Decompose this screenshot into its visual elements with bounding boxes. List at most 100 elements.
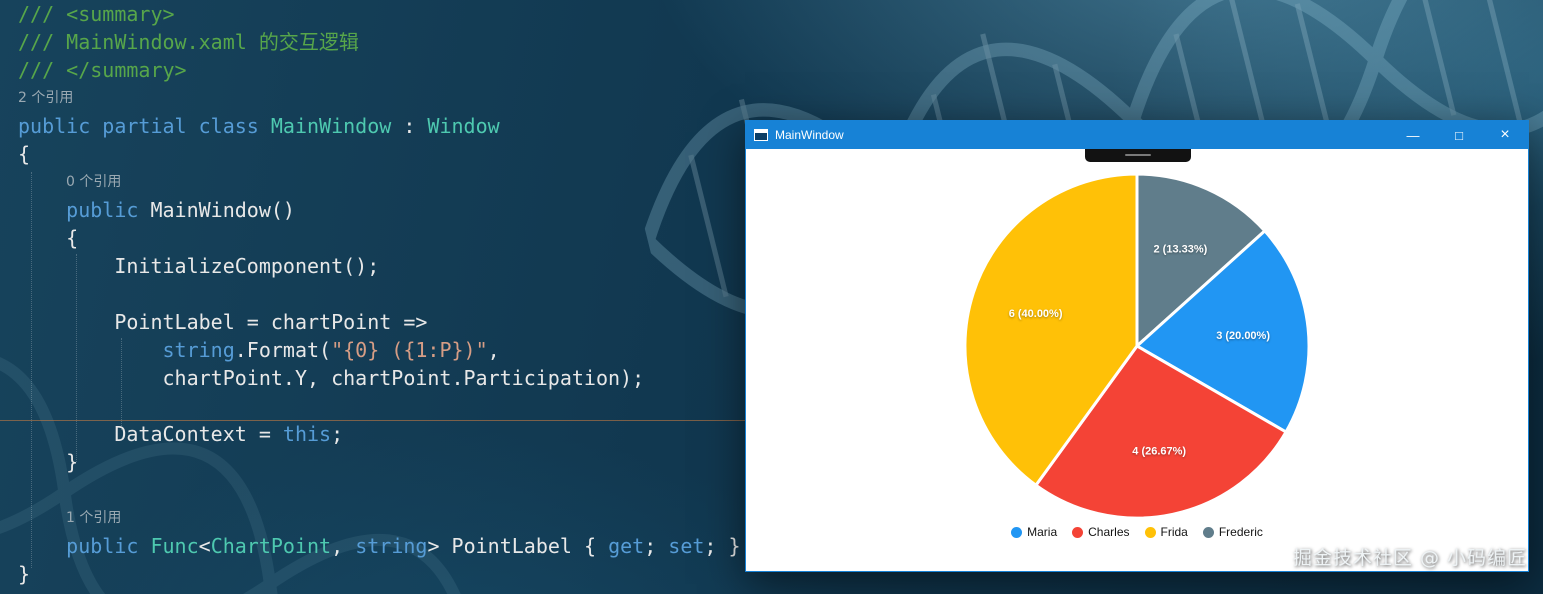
code-token: 2 个引用 — [18, 90, 74, 106]
code-line[interactable]: chartPoint.Y, chartPoint.Participation); — [0, 364, 760, 392]
code-line[interactable]: { — [0, 224, 760, 252]
code-line[interactable]: PointLabel = chartPoint => — [0, 308, 760, 336]
code-token: DataContext = — [18, 422, 283, 446]
code-line[interactable]: public Func<ChartPoint, string> PointLab… — [0, 532, 760, 560]
code-token: string — [355, 534, 428, 558]
pie-slice-label-frederic: 2 (13.33%) — [1153, 244, 1207, 256]
legend-item-charles[interactable]: Charles — [1072, 525, 1130, 539]
code-token: { — [18, 142, 31, 166]
code-line[interactable]: } — [0, 448, 760, 476]
code-editor[interactable]: /// <summary> /// MainWindow.xaml 的交互逻辑 //… — [0, 0, 760, 588]
code-line[interactable]: public MainWindow() — [0, 196, 760, 224]
pie-slice-frida[interactable] — [963, 172, 1139, 487]
code-token: set — [668, 534, 705, 558]
code-token: MainWindow() — [150, 198, 295, 222]
legend-dot — [1072, 526, 1084, 538]
code-token: < — [198, 534, 211, 558]
watermark-text: 掘金技术社区 @ 小码编匠 — [1292, 547, 1527, 569]
code-token — [18, 534, 66, 558]
code-token: Window — [427, 114, 500, 138]
legend-label: Frederic — [1218, 525, 1263, 539]
mainwindow-window: MainWindow — □ × 2 (13.33%) 3 (20.00%) 4 (… — [745, 120, 1529, 572]
pie-chart: 2 (13.33%) 3 (20.00%) 4 (26.67%) 6 (40.00%) — [963, 172, 1311, 520]
code-token: /// </summary> — [18, 58, 187, 82]
code-token: /// MainWindow.xaml 的交互逻辑 — [18, 30, 359, 54]
code-line[interactable]: /// MainWindow.xaml 的交互逻辑 — [0, 28, 760, 56]
pie-slice-frederic[interactable] — [1135, 172, 1267, 348]
code-token: "{0} ({1:P})" — [331, 338, 488, 362]
code-token: , — [487, 338, 500, 362]
code-token — [18, 338, 163, 362]
code-token: MainWindow — [270, 114, 392, 138]
code-line[interactable]: { — [0, 140, 760, 168]
highlight-line — [0, 420, 746, 421]
code-line[interactable] — [0, 392, 760, 420]
code-line[interactable]: /// </summary> — [0, 56, 760, 84]
code-token: : — [391, 114, 428, 138]
window-icon — [754, 129, 768, 141]
pie-slice-label-maria: 3 (20.00%) — [1216, 330, 1270, 342]
code-token — [18, 198, 66, 222]
code-token: , — [331, 534, 356, 558]
codelens-reference-count[interactable]: 1 个引用 — [0, 504, 760, 532]
pie-slice-charles[interactable] — [1034, 344, 1288, 520]
legend-label: Charles — [1088, 525, 1130, 539]
code-token: 1 个引用 — [66, 510, 122, 526]
code-line[interactable]: public partial class MainWindow : Window — [0, 112, 760, 140]
code-token: .Format( — [234, 338, 332, 362]
legend-label: Frida — [1160, 525, 1188, 539]
legend-label: Maria — [1027, 525, 1058, 539]
code-token: ; } — [704, 534, 741, 558]
code-line[interactable]: } — [0, 560, 760, 588]
code-token: ChartPoint — [210, 534, 332, 558]
indent-guide — [31, 172, 32, 568]
code-token: this — [282, 422, 332, 446]
code-token: } — [18, 562, 31, 586]
code-token: Func — [150, 534, 199, 558]
chart-tooltip-stub — [1085, 149, 1191, 162]
code-line[interactable]: /// <summary> — [0, 0, 760, 28]
code-token: public — [66, 534, 151, 558]
code-line[interactable]: InitializeComponent(); — [0, 252, 760, 280]
codelens-reference-count[interactable]: 0 个引用 — [0, 168, 760, 196]
maximize-button[interactable]: □ — [1455, 127, 1463, 143]
window-controls: — □ × — [1390, 121, 1528, 149]
window-titlebar[interactable]: MainWindow — □ × — [746, 121, 1528, 149]
code-token: PointLabel = chartPoint => — [18, 310, 428, 334]
code-token: InitializeComponent(); — [18, 254, 380, 278]
indent-guide — [76, 254, 77, 462]
legend-item-maria[interactable]: Maria — [1011, 525, 1057, 539]
code-token: public partial class — [18, 114, 271, 138]
code-token: string — [162, 338, 235, 362]
codelens-reference-count[interactable]: 2 个引用 — [0, 84, 760, 112]
legend-item-frederic[interactable]: Frederic — [1202, 525, 1263, 539]
chart-area: 2 (13.33%) 3 (20.00%) 4 (26.67%) 6 (40.00%)… — [746, 149, 1528, 571]
indent-guide — [121, 338, 122, 430]
pie-slice-label-frida: 6 (40.00%) — [1009, 308, 1063, 320]
code-line[interactable]: string.Format("{0} ({1:P})", — [0, 336, 760, 364]
code-token: get — [608, 534, 645, 558]
code-line[interactable]: DataContext = this; — [0, 420, 760, 448]
code-token: { — [18, 226, 79, 250]
pie-slice-label-charles: 4 (26.67%) — [1132, 445, 1186, 457]
code-token: > PointLabel { — [427, 534, 609, 558]
code-line[interactable] — [0, 476, 760, 504]
legend-dot — [1144, 526, 1156, 538]
window-title: MainWindow — [775, 128, 844, 142]
close-button[interactable]: × — [1500, 126, 1510, 143]
code-token: 0 个引用 — [66, 174, 122, 190]
code-token: ; — [331, 422, 344, 446]
legend-item-frida[interactable]: Frida — [1144, 525, 1188, 539]
code-token: /// <summary> — [18, 2, 175, 26]
code-line[interactable] — [0, 280, 760, 308]
code-token: } — [18, 450, 79, 474]
code-token: ; — [644, 534, 669, 558]
legend-dot — [1202, 526, 1214, 538]
code-token: public — [66, 198, 151, 222]
code-token: chartPoint.Y, chartPoint.Participation); — [18, 366, 645, 390]
pie-slice-maria[interactable] — [1135, 229, 1311, 434]
chart-legend: Maria Charles Frida Frederic — [746, 525, 1528, 539]
minimize-button[interactable]: — — [1406, 127, 1420, 143]
legend-dot — [1011, 526, 1023, 538]
